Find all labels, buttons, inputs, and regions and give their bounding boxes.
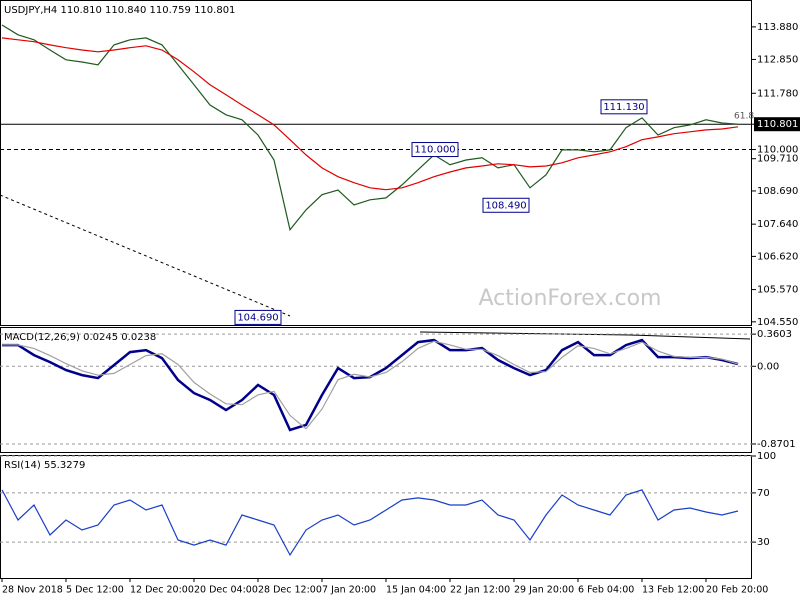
y-tick-label: 105.570 bbox=[757, 285, 798, 296]
annotation-label: 104.690 bbox=[237, 312, 278, 323]
x-tick-label: 28 Dec 12:00 bbox=[258, 585, 322, 596]
y-tick-label: 30 bbox=[757, 537, 770, 548]
panel-frame bbox=[0, 327, 752, 453]
x-tick-label: 15 Jan 04:00 bbox=[386, 585, 446, 596]
watermark: ActionForex.com bbox=[479, 286, 662, 311]
annotation-box bbox=[411, 142, 459, 158]
y-tick-label: 0.3603 bbox=[757, 329, 792, 340]
y-tick-label: 70 bbox=[757, 488, 770, 499]
annotation-label: 111.130 bbox=[603, 102, 644, 113]
y-tick-label: 100 bbox=[757, 451, 776, 462]
panel-title: RSI(14) 55.3279 bbox=[4, 460, 85, 471]
trend-line bbox=[629, 334, 751, 340]
y-tick-label: 110.000 bbox=[757, 145, 798, 156]
panel-title: MACD(12,26,9) 0.0245 0.0238 bbox=[4, 332, 156, 343]
x-tick-label: 20 Feb 20:00 bbox=[706, 585, 768, 596]
panel-frame bbox=[0, 0, 752, 326]
series-line bbox=[1, 37, 739, 191]
fib-label: 61.8 bbox=[734, 112, 754, 122]
annotation-label: 108.490 bbox=[485, 200, 526, 211]
x-tick-label: 29 Jan 20:00 bbox=[514, 585, 574, 596]
y-tick-label: 0.00 bbox=[757, 361, 779, 372]
y-tick-label: 108.690 bbox=[757, 186, 798, 197]
x-tick-label: 22 Jan 12:00 bbox=[450, 585, 510, 596]
series-line bbox=[1, 489, 739, 557]
y-tick-label: 106.620 bbox=[757, 251, 798, 262]
trend-line bbox=[0, 194, 291, 317]
series-line bbox=[2, 340, 739, 430]
annotation-box bbox=[482, 197, 530, 213]
x-tick-label: 13 Feb 12:00 bbox=[642, 585, 704, 596]
x-tick-label: 6 Feb 04:00 bbox=[578, 585, 634, 596]
annotation-label: 110.000 bbox=[414, 145, 455, 156]
series-line bbox=[1, 24, 739, 232]
y-tick-label: 110.801 bbox=[757, 119, 798, 130]
y-tick-label: 111.780 bbox=[757, 88, 798, 99]
y-tick-label: 113.880 bbox=[757, 22, 798, 33]
annotation-box bbox=[600, 99, 648, 115]
x-tick-label: 28 Nov 2018 bbox=[2, 585, 63, 596]
price-box bbox=[754, 117, 800, 132]
y-tick-label: 109.710 bbox=[757, 154, 798, 165]
x-tick-label: 7 Jan 20:00 bbox=[322, 585, 376, 596]
y-tick-label: -0.8701 bbox=[757, 439, 796, 450]
panel-frame bbox=[0, 455, 752, 579]
x-tick-label: 5 Dec 12:00 bbox=[66, 585, 124, 596]
y-tick-label: 112.850 bbox=[757, 54, 798, 65]
x-tick-label: 12 Dec 20:00 bbox=[130, 585, 194, 596]
y-tick-label: 107.640 bbox=[757, 219, 798, 230]
x-tick-label: 20 Dec 04:00 bbox=[194, 585, 258, 596]
y-tick-label: 104.550 bbox=[757, 317, 798, 328]
panel-title: USDJPY,H4 110.810 110.840 110.759 110.80… bbox=[4, 5, 235, 16]
annotation-box bbox=[234, 309, 282, 325]
